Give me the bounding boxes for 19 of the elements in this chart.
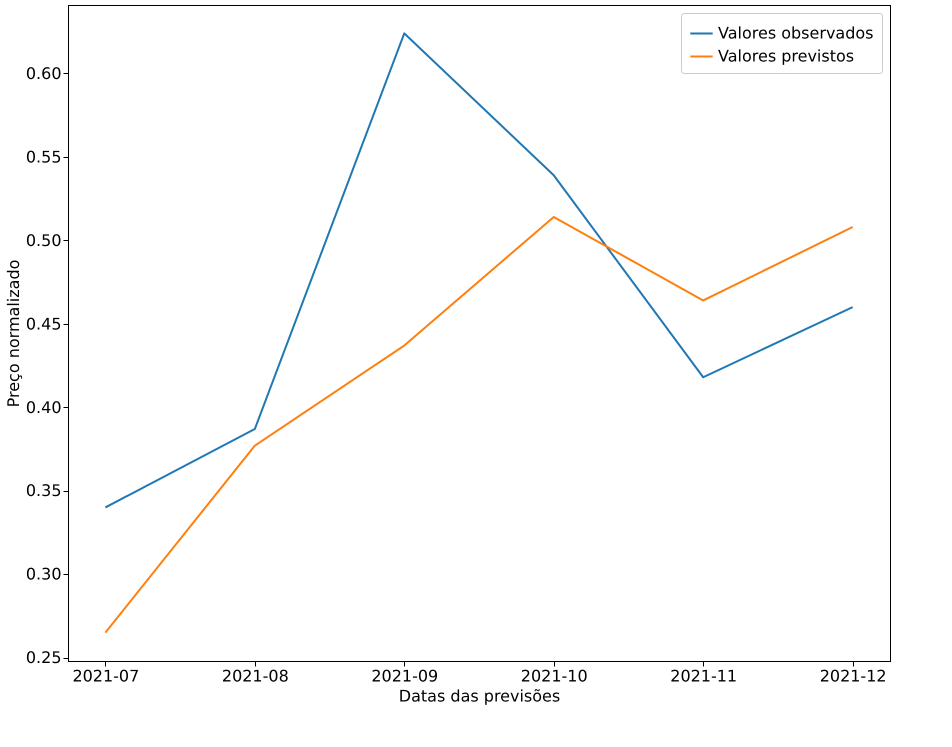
y-tick-label: 0.25: [26, 648, 62, 668]
x-tick-label: 2021-11: [670, 666, 738, 686]
x-tick-label: 2021-12: [820, 666, 887, 686]
x-tick-label: 2021-09: [371, 666, 438, 686]
legend-label: Valores previstos: [718, 46, 854, 66]
x-axis-title: Datas das previsões: [398, 686, 560, 706]
y-tick-label: 0.60: [26, 64, 62, 83]
y-tick-label: 0.45: [26, 314, 62, 334]
legend-label: Valores observados: [718, 24, 874, 42]
y-tick-label: 0.35: [26, 481, 62, 500]
y-tick-label: 0.50: [26, 230, 62, 250]
y-tick-label: 0.55: [26, 147, 62, 166]
y-axis-title: Preço normalizado: [4, 260, 23, 408]
x-tick-label: 2021-07: [72, 666, 140, 686]
x-tick-label: 2021-10: [520, 666, 588, 686]
y-tick-label: 0.30: [26, 564, 62, 584]
y-tick-label: 0.40: [26, 398, 62, 417]
x-tick-label: 2021-08: [222, 666, 289, 686]
line-series: [104, 216, 854, 634]
